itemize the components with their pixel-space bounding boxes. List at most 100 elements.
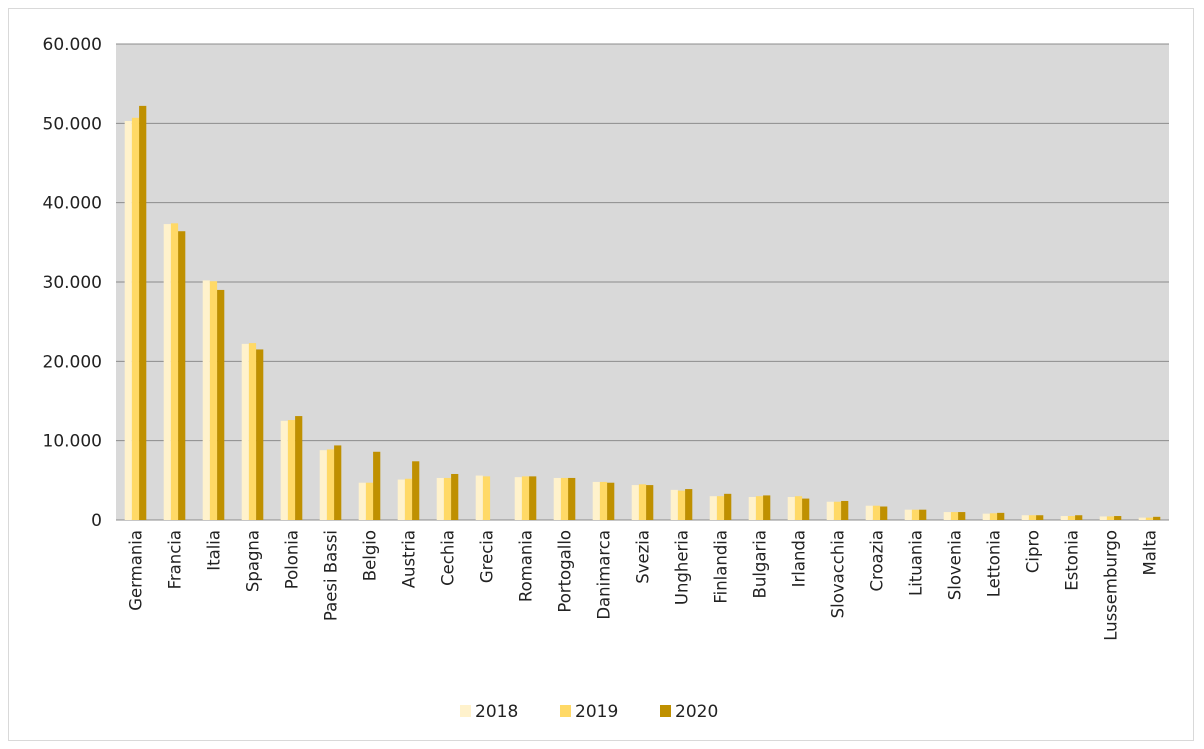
x-category-label: Lussemburgo [1102,530,1121,641]
bar-2020-ungheria [685,489,693,520]
bar-2018-romania [514,477,522,520]
bar-2020-cipro [1036,515,1044,520]
y-tick-label: 30.000 [43,273,102,293]
bar-2020-romania [529,476,537,520]
x-category-label: Italia [205,530,224,571]
bar-2020-slovacchia [841,500,849,520]
bar-2018-belgio [358,482,366,520]
bar-2019-italia [209,281,218,520]
bar-2018-estonia [1060,516,1068,520]
bar-2020-bulgaria [763,495,771,520]
bar-2019-polonia [287,420,296,520]
bar-2020-paesi-bassi [334,445,342,520]
y-tick-label: 0 [91,511,102,531]
bar-2020-italia [217,289,225,520]
x-category-label: Austria [400,530,419,588]
x-category-label: Ungheria [673,530,692,605]
bar-2019-danimarca [599,481,608,520]
bar-2020-lituania [919,509,927,520]
bar-2019-portogallo [560,477,569,520]
x-category-label: Cechia [439,530,458,586]
bar-2019-cipro [1028,515,1037,520]
bar-2018-lettonia [982,513,990,520]
bar-2018-finlandia [709,496,717,520]
bar-2020-finlandia [724,493,732,520]
bar-2018-paesi-bassi [319,450,327,520]
bar-2019-austria [404,478,413,520]
legend: 2018 2019 2020 [460,702,718,722]
bar-2019-belgio [365,482,374,520]
bar-2019-slovacchia [833,501,842,520]
bar-2019-slovenia [950,512,959,520]
y-tick-label: 50.000 [43,114,102,134]
y-tick-label: 60.000 [43,35,102,55]
x-category-label: Lettonia [985,530,1004,597]
bar-2020-estonia [1075,515,1083,520]
bar-2020-svezia [646,485,654,520]
bar-2020-spagna [256,349,264,520]
bar-2019-bulgaria [755,496,764,520]
bar-2020-croazia [880,506,888,520]
bar-2018-cechia [436,477,444,520]
bar-2020-belgio [373,451,381,520]
x-category-label: Polonia [283,530,302,589]
bar-2018-lituania [904,509,912,520]
bar-2019-paesi-bassi [326,449,335,520]
bar-2020-slovenia [958,512,966,520]
x-category-label: Francia [166,530,185,589]
bar-2019-irlanda [794,496,803,520]
bar-2020-lettonia [997,512,1005,520]
bar-2018-germania [124,120,132,520]
bar-2020-danimarca [607,482,615,520]
bar-2018-bulgaria [748,496,756,520]
bar-2020-francia [178,231,186,520]
bar-2018-slovenia [943,512,951,520]
bar-2019-cechia [443,477,452,520]
bar-2018-cipro [1021,515,1029,520]
bar-2018-polonia [280,420,288,520]
bar-2020-malta [1153,516,1161,520]
bar-2019-lituania [911,509,920,520]
x-category-label: Slovenia [946,530,965,600]
legend-label: 2018 [475,702,518,722]
x-category-label: Belgio [361,530,380,581]
x-category-label: Portogallo [556,530,575,613]
bar-2020-germania [139,105,147,520]
y-tick-label: 20.000 [43,352,102,372]
x-category-label: Spagna [244,530,263,592]
y-axis-ticks: 0 10.000 20.000 30.000 40.000 50.000 60.000 [43,35,102,531]
y-tick-label: 10.000 [43,432,102,452]
legend-swatch [460,705,471,717]
bar-2018-spagna [241,343,249,520]
x-category-label: Bulgaria [751,530,770,598]
x-category-label: Finlandia [712,530,731,604]
bar-2020-irlanda [802,498,810,520]
x-category-label: Grecia [478,530,497,583]
bar-2019-croazia [872,505,881,520]
x-category-label: Svezia [634,530,653,584]
bar-2019-romania [521,476,530,520]
bar-2020-portogallo [568,477,576,520]
bars [124,105,1161,520]
x-category-label: Malta [1141,530,1160,576]
x-category-label: Romania [517,530,536,602]
bar-2019-lussemburgo [1106,516,1115,520]
bar-2018-grecia [475,475,483,520]
bar-2019-ungheria [677,490,686,520]
x-category-label: Lituania [907,530,926,596]
x-category-label: Estonia [1063,530,1082,591]
legend-label: 2020 [675,702,718,722]
legend-label: 2019 [575,702,618,722]
bar-2020-austria [412,461,420,520]
bar-2019-spagna [248,343,257,520]
bar-2018-lussemburgo [1099,516,1107,520]
legend-swatch [660,705,671,717]
bar-2020-polonia [295,416,303,520]
x-category-label: Paesi Bassi [322,530,341,621]
bar-2018-malta [1138,517,1146,520]
bar-2019-lettonia [989,513,998,520]
bar-2019-francia [170,223,179,520]
bar-2018-danimarca [592,481,600,520]
bar-chart: 0 10.000 20.000 30.000 40.000 50.000 60.000 Ge… [43,35,1169,722]
chart-frame: 0 10.000 20.000 30.000 40.000 50.000 60.000 Ge… [8,8,1194,741]
